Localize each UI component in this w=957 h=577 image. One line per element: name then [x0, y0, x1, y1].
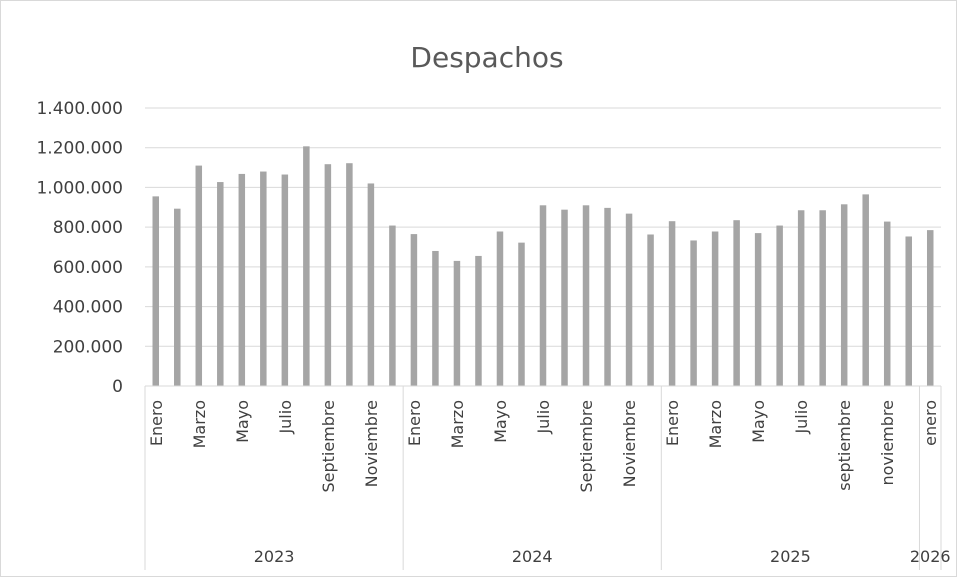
year-label: 2024	[512, 547, 553, 566]
bar	[432, 250, 439, 386]
y-tick-label: 0	[112, 377, 123, 397]
bar	[174, 208, 181, 386]
x-tick-label: Julio	[276, 400, 295, 435]
x-tick-label: Enero	[147, 400, 166, 446]
x-tick-label: Enero	[663, 400, 682, 446]
bar	[926, 230, 934, 386]
bar	[840, 204, 848, 386]
bars	[152, 146, 934, 386]
bar	[238, 173, 246, 386]
bar	[582, 205, 590, 386]
bar	[539, 205, 547, 386]
x-tick-label: Septiembre	[319, 400, 338, 493]
x-tick-label: Marzo	[190, 400, 209, 448]
y-tick-label: 600.000	[53, 258, 123, 278]
x-tick-label: Septiembre	[577, 400, 596, 493]
bar	[819, 210, 826, 386]
year-label: 2026	[910, 547, 951, 566]
x-tick-label: Julio	[534, 400, 553, 435]
y-tick-label: 1.000.000	[36, 178, 123, 198]
bar	[776, 225, 783, 386]
bar	[797, 210, 805, 386]
x-tick-label: Enero	[405, 400, 424, 446]
bar	[367, 183, 375, 386]
bar	[647, 234, 654, 386]
bar	[690, 240, 697, 386]
x-tick-label: Noviembre	[362, 400, 381, 487]
bar	[217, 182, 224, 386]
bar	[281, 174, 289, 386]
x-tick-label: Mayo	[749, 400, 768, 443]
bar	[733, 220, 740, 386]
bar	[475, 255, 482, 386]
bar	[496, 231, 504, 386]
bar	[303, 146, 310, 386]
bar	[625, 213, 633, 386]
y-tick-label: 400.000	[53, 298, 123, 318]
x-tick-label: Noviembre	[620, 400, 639, 487]
bar	[195, 165, 203, 386]
bar	[518, 242, 525, 386]
bar	[604, 207, 611, 386]
x-tick-label: Mayo	[233, 400, 252, 443]
y-tick-label: 200.000	[53, 337, 123, 357]
bar	[346, 163, 353, 386]
year-label: 2023	[254, 547, 295, 566]
bar	[862, 194, 869, 386]
bar	[561, 209, 568, 386]
y-axis-ticks: 0 200.000 400.000 600.000 800.000 1.000.000 1.…	[36, 99, 123, 397]
x-axis: Enero Marzo Mayo Julio Septiembre Noviembre En…	[144, 385, 951, 570]
bar	[410, 234, 418, 386]
bar	[711, 231, 719, 386]
bar	[453, 260, 461, 386]
bar	[668, 221, 676, 386]
y-tick-label: 1.200.000	[36, 139, 123, 159]
x-tick-label: Julio	[792, 400, 811, 435]
bar	[754, 233, 762, 386]
x-tick-label: enero	[921, 400, 940, 446]
y-tick-label: 1.400.000	[36, 99, 123, 119]
bar	[389, 225, 396, 386]
x-tick-label: Marzo	[448, 400, 467, 448]
y-tick-label: 800.000	[53, 218, 123, 238]
chart-title: Despachos	[410, 41, 563, 74]
x-tick-label: Marzo	[706, 400, 725, 448]
year-label: 2025	[770, 547, 811, 566]
bar	[905, 236, 912, 386]
gridlines	[145, 107, 941, 347]
x-tick-label: septiembre	[835, 400, 854, 491]
bar	[324, 164, 332, 386]
bar	[152, 196, 160, 386]
x-tick-label: Mayo	[491, 400, 510, 443]
bar	[260, 171, 267, 386]
bar	[883, 221, 891, 386]
x-tick-label: noviembre	[878, 400, 897, 486]
